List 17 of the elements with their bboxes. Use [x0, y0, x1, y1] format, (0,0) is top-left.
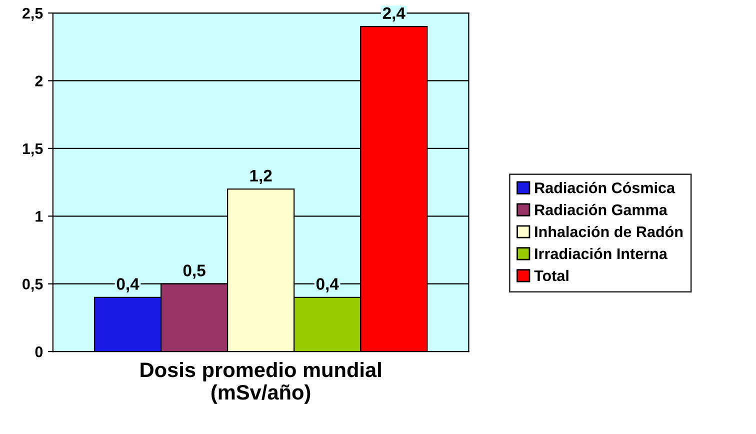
legend-label: Total	[534, 270, 568, 282]
legend-label: Radiación Gamma	[535, 204, 668, 216]
data-label: 0,5	[183, 264, 206, 279]
y-tick-label: 0,5	[22, 278, 43, 292]
y-tick-label: 1,5	[22, 143, 43, 156]
y-tick-label: 2	[35, 76, 43, 86]
x-axis-title: Dosis promedio mundial (mSv/año)	[140, 362, 381, 404]
legend-label: Inhalación de Radón	[535, 226, 683, 238]
legend-label: Irradiación Interna	[535, 248, 668, 260]
y-tick-label: 2,5	[22, 8, 43, 21]
data-label: 2,4	[382, 7, 406, 22]
data-label: 0,4	[116, 278, 140, 292]
legend-label: Radiación Cósmica	[535, 182, 676, 194]
data-label: 1,2	[250, 170, 272, 184]
data-label: 0,4	[316, 278, 339, 292]
y-tick-label: 0	[35, 346, 43, 358]
y-tick-label: 1	[36, 211, 43, 222]
